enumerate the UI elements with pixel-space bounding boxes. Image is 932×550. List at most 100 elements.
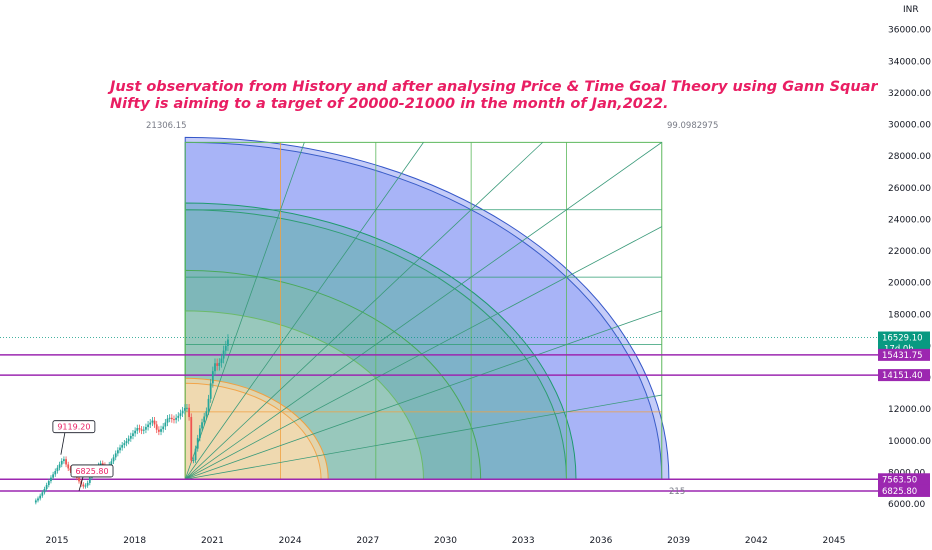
candle-body-75 (194, 448, 197, 461)
candle-body-53 (147, 424, 149, 428)
candle-body-79 (203, 416, 206, 423)
annotation-line-2: Nifty is aiming to a target of 20000-210… (110, 96, 669, 112)
candle-body-14 (63, 459, 65, 461)
hline-tag-0-bg (878, 348, 930, 361)
candle-body-42 (123, 443, 126, 446)
candle-body-31 (99, 463, 102, 466)
y-tick-9: 24000.00 (888, 215, 931, 225)
annotation-text[interactable]: Just observation from History and after … (107, 79, 893, 112)
y-tick-2: 10000.00 (888, 437, 931, 447)
candle-body-51 (142, 429, 145, 431)
horizontal-lines-group[interactable] (0, 337, 878, 492)
candle-body-13 (60, 460, 63, 465)
callout-label-0: 9119.20 (57, 423, 90, 432)
candle-body-25 (86, 482, 89, 486)
candle-body-77 (198, 428, 201, 439)
candle-body-45 (129, 436, 132, 439)
x-tick-0: 2015 (46, 536, 69, 546)
candle-body-40 (119, 447, 121, 451)
x-tick-6: 2033 (512, 536, 535, 546)
candle-body-68 (179, 413, 182, 416)
candle-body-32 (101, 463, 104, 465)
hline-tag-3-bg (878, 484, 930, 497)
y-tick-3: 12000.00 (888, 405, 931, 415)
hline-tag-1-text: 14151.40 (882, 371, 923, 381)
candle-body-8 (50, 477, 52, 482)
y-tick-11: 28000.00 (888, 152, 931, 162)
candle-body-71 (186, 407, 188, 409)
hline-tag-1-bg (878, 369, 930, 382)
candle-body-1 (34, 500, 37, 503)
x-tick-5: 2030 (434, 536, 457, 546)
candle-body-63 (168, 417, 171, 419)
x-tick-3: 2024 (279, 536, 302, 546)
candle-body-47 (134, 430, 137, 434)
hline-tag-2-text: 7563.50 (882, 475, 917, 485)
y-tick-6: 18000.00 (888, 310, 931, 320)
candle-body-12 (58, 464, 61, 468)
candle-body-58 (157, 429, 160, 432)
candle-body-80 (205, 411, 208, 417)
candle-body-64 (170, 417, 173, 420)
candle-body-88 (222, 350, 225, 359)
candle-body-44 (127, 438, 130, 442)
candle-body-10 (54, 471, 57, 475)
callout-label-1: 6825.80 (75, 467, 108, 476)
hline-tag-2-bg (878, 473, 930, 486)
hline-tag-0-text: 15431.75 (882, 351, 923, 361)
candle-body-85 (216, 363, 219, 366)
candle-body-9 (52, 474, 55, 478)
candle-body-86 (218, 362, 221, 366)
candle-body-56 (153, 420, 156, 425)
x-tick-7: 2036 (589, 536, 612, 546)
time-axis[interactable]: 2015 2018 2021 2024 2027 2030 2033 2036 2039 2042… (0, 528, 932, 550)
time-axis-bg (0, 528, 932, 550)
price-tags: 16529.1017d 0h15431.7514151.407563.50682… (878, 331, 930, 497)
callouts-group[interactable]: 9119.20 6825.80 (52, 420, 114, 492)
candle-body-4 (41, 492, 44, 496)
last-price-tag-bg (878, 331, 930, 344)
gann-square[interactable] (184, 136, 670, 480)
gann-angle-label: 99.0982975 (667, 121, 718, 131)
candle-body-15 (65, 459, 67, 465)
candle-body-66 (175, 417, 178, 420)
gann-fan-2 (185, 394, 662, 480)
price-axis[interactable]: INR 6000.008000.0010000.0012000.0014000.… (878, 0, 932, 550)
x-tick-4: 2027 (356, 536, 379, 546)
gann-fan-1 (185, 310, 662, 480)
candle-body-74 (192, 460, 195, 462)
candle-body-89 (224, 345, 227, 351)
currency-label: INR (903, 5, 919, 15)
y-tick-13: 32000.00 (888, 89, 931, 99)
candle-body-7 (47, 481, 50, 486)
candle-body-78 (201, 422, 203, 429)
gann-fan-3 (184, 142, 424, 480)
candle-body-23 (82, 484, 85, 487)
candle-body-59 (160, 429, 162, 432)
candle-body-5 (43, 488, 46, 493)
candle-body-60 (162, 426, 165, 430)
candle-body-54 (149, 422, 152, 425)
candle-body-76 (196, 438, 199, 449)
candle-body-81 (207, 398, 210, 412)
y-tick-0: 6000.00 (888, 500, 925, 510)
y-tick-7: 20000.00 (888, 279, 931, 289)
gann-bars-label: 215 (669, 487, 685, 497)
candle-body-21 (78, 477, 80, 482)
gann-fan-6 (184, 142, 543, 480)
candle-body-55 (151, 420, 154, 423)
candle-body-50 (140, 429, 143, 431)
callout-box-0 (52, 420, 96, 434)
candle-body-73 (190, 417, 193, 461)
candle-body-67 (177, 415, 180, 418)
annotation-line-1: Just observation from History and after … (107, 79, 893, 95)
candle-body-46 (132, 433, 134, 437)
candle-body-65 (173, 419, 175, 421)
candle-body-72 (188, 407, 190, 418)
gann-fan-4 (184, 142, 305, 480)
candle-body-39 (116, 450, 119, 454)
candle-body-52 (145, 427, 147, 430)
y-tick-14: 34000.00 (888, 57, 931, 67)
